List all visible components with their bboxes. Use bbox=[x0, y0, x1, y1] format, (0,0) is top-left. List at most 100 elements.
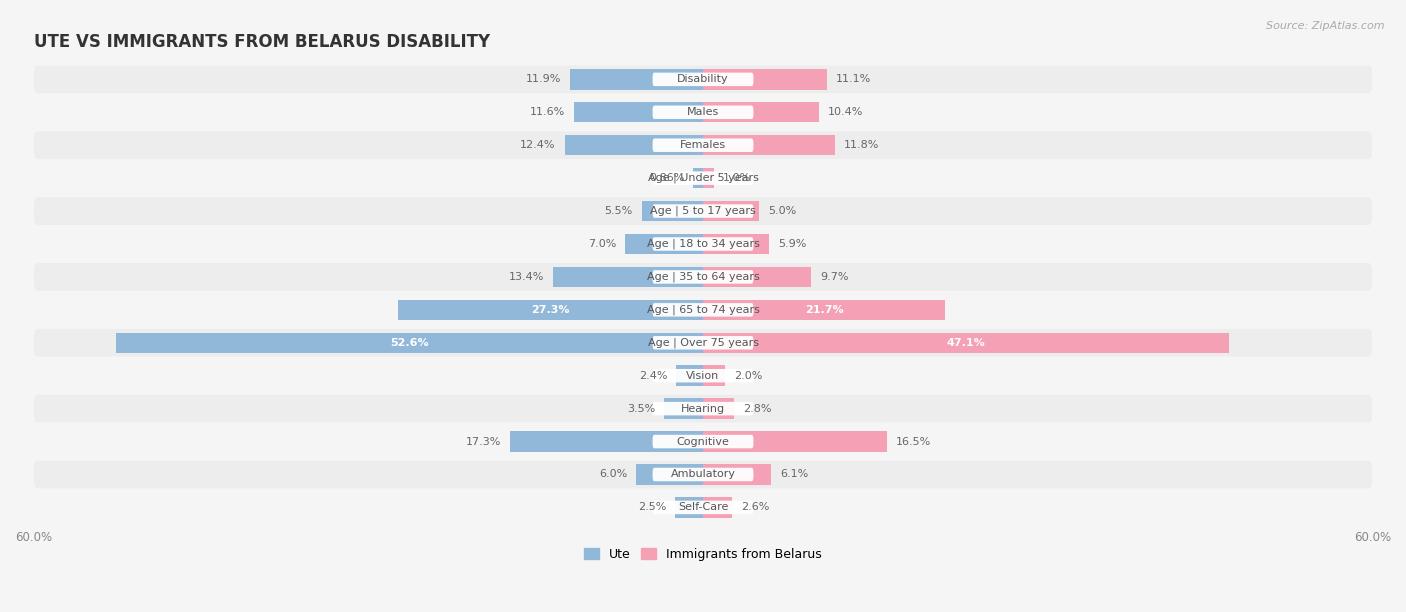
Text: 2.4%: 2.4% bbox=[638, 371, 668, 381]
Text: Age | 65 to 74 years: Age | 65 to 74 years bbox=[647, 305, 759, 315]
Text: 6.1%: 6.1% bbox=[780, 469, 808, 479]
FancyBboxPatch shape bbox=[34, 197, 1372, 225]
FancyBboxPatch shape bbox=[34, 65, 1372, 93]
Text: 13.4%: 13.4% bbox=[509, 272, 544, 282]
Text: 16.5%: 16.5% bbox=[896, 436, 931, 447]
Bar bbox=[624, 234, 703, 254]
FancyBboxPatch shape bbox=[34, 494, 1372, 521]
Bar bbox=[510, 431, 703, 452]
Text: 5.5%: 5.5% bbox=[605, 206, 633, 216]
Bar bbox=[398, 300, 703, 320]
FancyBboxPatch shape bbox=[652, 402, 754, 416]
Text: 12.4%: 12.4% bbox=[520, 140, 555, 150]
Text: 27.3%: 27.3% bbox=[531, 305, 569, 315]
Text: 0.86%: 0.86% bbox=[650, 173, 685, 183]
Text: Self-Care: Self-Care bbox=[678, 502, 728, 512]
FancyBboxPatch shape bbox=[652, 501, 754, 514]
Bar bbox=[703, 69, 827, 89]
Text: 11.9%: 11.9% bbox=[526, 75, 561, 84]
Bar bbox=[571, 69, 703, 89]
Text: 5.0%: 5.0% bbox=[768, 206, 796, 216]
Text: 11.1%: 11.1% bbox=[835, 75, 872, 84]
Bar bbox=[703, 234, 769, 254]
FancyBboxPatch shape bbox=[652, 303, 754, 316]
Bar bbox=[636, 465, 703, 485]
FancyBboxPatch shape bbox=[652, 171, 754, 185]
Text: 6.0%: 6.0% bbox=[599, 469, 627, 479]
Text: 21.7%: 21.7% bbox=[804, 305, 844, 315]
Text: 7.0%: 7.0% bbox=[588, 239, 616, 249]
Bar bbox=[703, 267, 811, 287]
FancyBboxPatch shape bbox=[652, 468, 754, 481]
FancyBboxPatch shape bbox=[652, 435, 754, 449]
FancyBboxPatch shape bbox=[652, 237, 754, 251]
Text: 17.3%: 17.3% bbox=[465, 436, 501, 447]
Text: UTE VS IMMIGRANTS FROM BELARUS DISABILITY: UTE VS IMMIGRANTS FROM BELARUS DISABILIT… bbox=[34, 34, 489, 51]
Bar bbox=[703, 497, 733, 518]
Text: Hearing: Hearing bbox=[681, 404, 725, 414]
Text: Disability: Disability bbox=[678, 75, 728, 84]
FancyBboxPatch shape bbox=[34, 132, 1372, 159]
Bar bbox=[565, 135, 703, 155]
Bar bbox=[703, 332, 1229, 353]
Bar bbox=[574, 102, 703, 122]
Bar bbox=[676, 365, 703, 386]
FancyBboxPatch shape bbox=[34, 164, 1372, 192]
Text: 11.8%: 11.8% bbox=[844, 140, 879, 150]
Bar bbox=[703, 201, 759, 222]
Text: 10.4%: 10.4% bbox=[828, 107, 863, 118]
Bar bbox=[693, 168, 703, 188]
Text: Age | Under 5 years: Age | Under 5 years bbox=[648, 173, 758, 184]
Text: Vision: Vision bbox=[686, 371, 720, 381]
Bar bbox=[641, 201, 703, 222]
Bar bbox=[554, 267, 703, 287]
Text: Cognitive: Cognitive bbox=[676, 436, 730, 447]
FancyBboxPatch shape bbox=[34, 263, 1372, 291]
Text: 52.6%: 52.6% bbox=[391, 338, 429, 348]
Bar bbox=[703, 300, 945, 320]
Bar bbox=[117, 332, 703, 353]
Bar bbox=[703, 102, 820, 122]
FancyBboxPatch shape bbox=[34, 395, 1372, 422]
Text: Age | 5 to 17 years: Age | 5 to 17 years bbox=[650, 206, 756, 216]
Text: 2.5%: 2.5% bbox=[638, 502, 666, 512]
Bar bbox=[703, 465, 770, 485]
Legend: Ute, Immigrants from Belarus: Ute, Immigrants from Belarus bbox=[579, 543, 827, 565]
FancyBboxPatch shape bbox=[34, 296, 1372, 324]
FancyBboxPatch shape bbox=[652, 369, 754, 382]
Bar bbox=[703, 365, 725, 386]
Text: 47.1%: 47.1% bbox=[946, 338, 986, 348]
FancyBboxPatch shape bbox=[34, 461, 1372, 488]
Bar bbox=[675, 497, 703, 518]
Bar bbox=[703, 168, 714, 188]
FancyBboxPatch shape bbox=[34, 428, 1372, 455]
FancyBboxPatch shape bbox=[34, 99, 1372, 126]
Text: Age | 18 to 34 years: Age | 18 to 34 years bbox=[647, 239, 759, 249]
FancyBboxPatch shape bbox=[652, 73, 754, 86]
Text: 3.5%: 3.5% bbox=[627, 404, 655, 414]
Text: 9.7%: 9.7% bbox=[820, 272, 849, 282]
FancyBboxPatch shape bbox=[34, 230, 1372, 258]
FancyBboxPatch shape bbox=[652, 336, 754, 349]
Text: 11.6%: 11.6% bbox=[530, 107, 565, 118]
Text: Source: ZipAtlas.com: Source: ZipAtlas.com bbox=[1267, 21, 1385, 31]
Text: 2.0%: 2.0% bbox=[734, 371, 762, 381]
Text: Age | Over 75 years: Age | Over 75 years bbox=[648, 338, 758, 348]
Text: 2.8%: 2.8% bbox=[744, 404, 772, 414]
FancyBboxPatch shape bbox=[34, 362, 1372, 389]
Text: Females: Females bbox=[681, 140, 725, 150]
Bar bbox=[703, 431, 887, 452]
Text: 5.9%: 5.9% bbox=[778, 239, 806, 249]
FancyBboxPatch shape bbox=[652, 270, 754, 284]
Bar bbox=[664, 398, 703, 419]
Text: Age | 35 to 64 years: Age | 35 to 64 years bbox=[647, 272, 759, 282]
Text: 2.6%: 2.6% bbox=[741, 502, 769, 512]
FancyBboxPatch shape bbox=[34, 329, 1372, 357]
Bar bbox=[703, 135, 835, 155]
Text: Ambulatory: Ambulatory bbox=[671, 469, 735, 479]
FancyBboxPatch shape bbox=[652, 204, 754, 218]
FancyBboxPatch shape bbox=[652, 138, 754, 152]
Text: Males: Males bbox=[688, 107, 718, 118]
FancyBboxPatch shape bbox=[652, 105, 754, 119]
Text: 1.0%: 1.0% bbox=[723, 173, 751, 183]
